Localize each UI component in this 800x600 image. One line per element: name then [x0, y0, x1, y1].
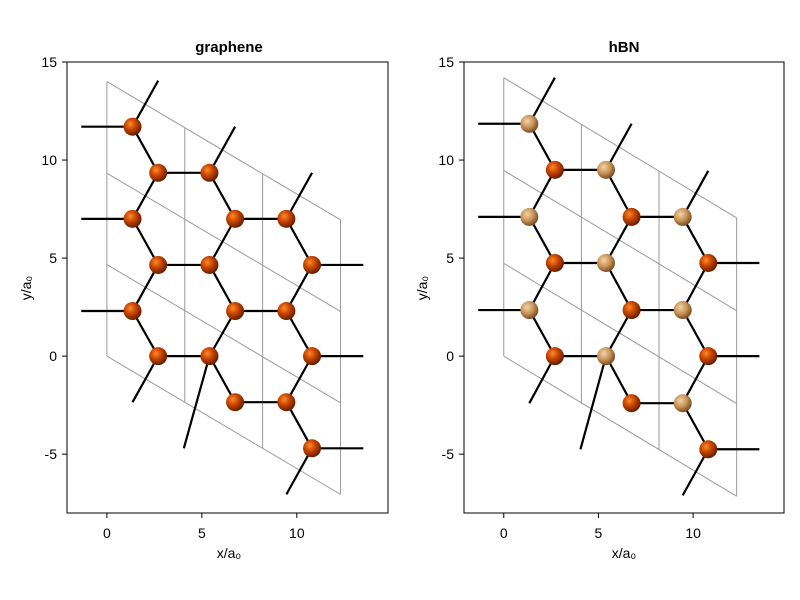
x-tick-label: 10 [289, 525, 305, 541]
x-tick-label: 10 [685, 525, 701, 541]
atom-C [226, 209, 245, 228]
atom-N [622, 394, 641, 413]
atom-C [226, 302, 245, 321]
x-axis-label: x/a₀ [612, 545, 637, 561]
bond-group [478, 77, 760, 496]
x-axis-label: x/a₀ [217, 545, 242, 561]
y-tick-label: 5 [446, 250, 454, 266]
atom-C [277, 302, 296, 321]
y-tick-label: 0 [49, 348, 57, 364]
atom-B [520, 207, 539, 226]
atom-N [545, 253, 564, 272]
atom-N [699, 440, 718, 459]
atom-B [673, 301, 692, 320]
plot-title: graphene [195, 39, 263, 56]
atom-C [149, 347, 168, 366]
bond [579, 355, 608, 450]
atom-C [123, 302, 142, 321]
atom-C [123, 209, 142, 228]
atom-C [200, 347, 219, 366]
y-tick-label: -5 [45, 446, 58, 462]
y-tick-label: 0 [446, 348, 454, 364]
atom-C [200, 163, 219, 182]
atom-C [123, 117, 142, 136]
atom-C [303, 255, 322, 274]
x-tick-label: 0 [500, 525, 508, 541]
y-tick-label: 10 [41, 152, 57, 168]
atom-C [277, 209, 296, 228]
atom-N [699, 347, 718, 366]
plot-frame [66, 61, 389, 514]
y-tick-label: 15 [438, 54, 454, 70]
x-tick-label: 5 [595, 525, 603, 541]
x-axis-ticks: 0 5 10 [500, 513, 701, 541]
y-tick-label: -5 [442, 446, 455, 462]
bond-group [81, 80, 364, 495]
atom-B [520, 114, 539, 133]
atom-B [597, 253, 616, 272]
atom-N [622, 301, 641, 320]
bond [182, 355, 211, 449]
atom-C [303, 347, 322, 366]
atom-B [673, 207, 692, 226]
plot-title: hBN [609, 39, 640, 56]
y-axis-label: y/a₀ [18, 276, 34, 301]
x-axis-ticks: 0 5 10 [103, 513, 305, 541]
atom-N [622, 207, 641, 226]
atom-C [277, 393, 296, 412]
atom-C [200, 255, 219, 274]
y-axis-ticks: -5 0 5 10 15 [438, 54, 464, 462]
y-axis-label: y/a₀ [414, 276, 430, 301]
atom-N [699, 253, 718, 272]
atom-C [149, 163, 168, 182]
atom-group [123, 117, 322, 458]
y-tick-label: 5 [49, 250, 57, 266]
atom-N [545, 347, 564, 366]
x-tick-label: 5 [198, 525, 206, 541]
atom-N [545, 160, 564, 179]
atom-C [226, 393, 245, 412]
atom-B [673, 394, 692, 413]
cell-line [106, 355, 341, 495]
x-tick-label: 0 [103, 525, 111, 541]
atom-B [597, 160, 616, 179]
atom-C [149, 255, 168, 274]
cell-line [503, 355, 737, 497]
atom-C [303, 439, 322, 458]
plot-frame [463, 61, 785, 514]
panel-graphene: graphene 0 5 10 -5 0 5 10 15 x/a₀ y/a₀ [18, 39, 389, 561]
atom-B [597, 347, 616, 366]
atom-group [520, 114, 718, 459]
y-axis-ticks: -5 0 5 10 15 [41, 54, 67, 462]
y-tick-label: 10 [438, 152, 454, 168]
atom-B [520, 301, 539, 320]
panel-hbn: hBN 0 5 10 -5 0 5 10 15 x/a₀ y/a₀ [414, 39, 785, 561]
y-tick-label: 15 [41, 54, 57, 70]
